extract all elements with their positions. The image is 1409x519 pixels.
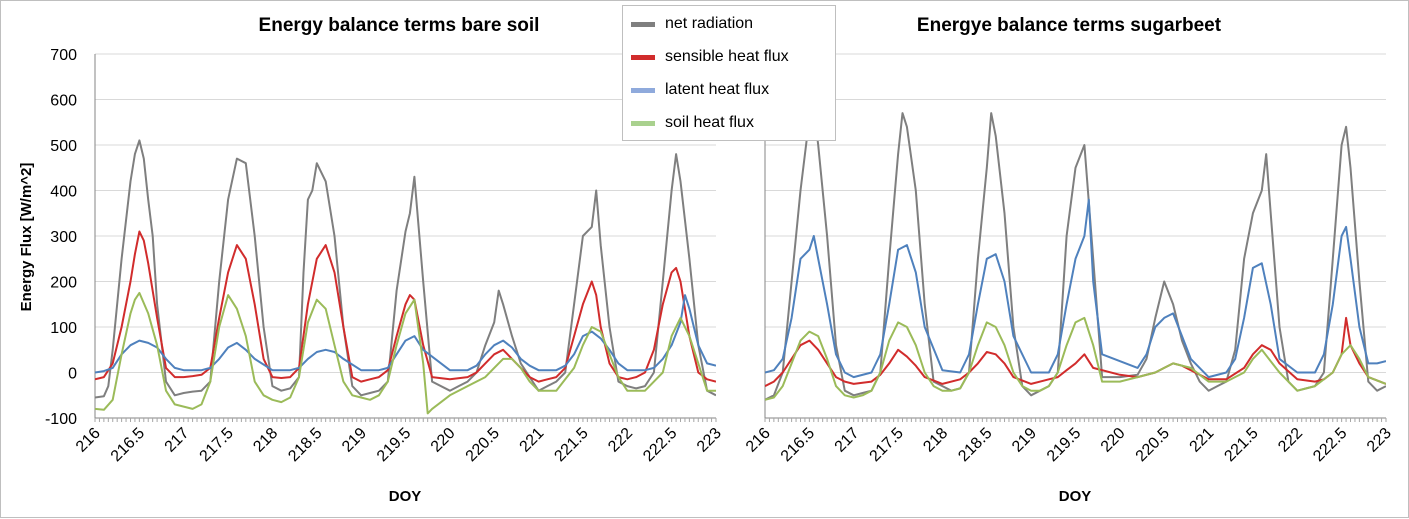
chart-title-sugarbeet: Energye balance terms sugarbeet xyxy=(917,15,1222,36)
x-tick-label: 221.5 xyxy=(551,425,591,465)
x-tick-label: 216 xyxy=(73,425,104,456)
legend-swatch-sensible-heat-flux xyxy=(631,54,655,60)
x-tick-label: 217.5 xyxy=(197,425,237,465)
x-axis-title-left: DOY xyxy=(389,488,422,505)
legend: net radiation sensible heat flux latent … xyxy=(622,5,836,141)
x-tick-label: 217.5 xyxy=(867,425,907,465)
x-tick-label: 220.5 xyxy=(463,425,503,465)
x-tick-label: 219.5 xyxy=(374,425,414,465)
x-tick-label: 221 xyxy=(516,425,547,456)
legend-label: latent heat flux xyxy=(665,81,770,98)
series-line-latent-heat-flux xyxy=(765,198,1386,379)
y-tick-label: 0 xyxy=(68,366,77,383)
chart-title-bare-soil: Energy balance terms bare soil xyxy=(259,15,540,36)
x-axis-title-right: DOY xyxy=(1059,488,1092,505)
x-tick-label: 220 xyxy=(428,425,459,456)
legend-swatch-latent-heat-flux xyxy=(631,87,655,93)
legend-swatch-net-radiation xyxy=(631,21,655,27)
x-tick-label: 218.5 xyxy=(955,425,995,465)
x-tick-label: 219 xyxy=(339,425,370,456)
y-tick-label: 500 xyxy=(50,138,77,155)
x-tick-label: 223 xyxy=(1364,425,1395,456)
y-tick-label: 100 xyxy=(50,320,77,337)
x-tick-label: 223 xyxy=(694,425,725,456)
x-tick-label: 221 xyxy=(1186,425,1217,456)
y-axis-title: Energy Flux [W/m^2] xyxy=(18,163,35,312)
x-tick-label: 217 xyxy=(832,425,863,456)
x-tick-label: 216.5 xyxy=(778,425,818,465)
y-tick-label: 700 xyxy=(50,47,77,64)
x-tick-label: 216 xyxy=(743,425,774,456)
x-tick-label: 222.5 xyxy=(640,425,680,465)
series-line-sensible-heat-flux xyxy=(765,316,1386,387)
x-tick-label: 218 xyxy=(920,425,951,456)
legend-label: net radiation xyxy=(665,15,754,32)
legend-item-latent-heat-flux: latent heat flux xyxy=(631,80,769,100)
x-tick-label: 220.5 xyxy=(1133,425,1173,465)
series-line-net-radiation xyxy=(765,107,1386,401)
x-tick-label: 219 xyxy=(1009,425,1040,456)
legend-item-net-radiation: net radiation xyxy=(631,14,753,34)
series-line-sensible-heat-flux xyxy=(95,230,716,383)
plot-area-sugarbeet: 216 216.5 217 217.5 218 218.5 219 219.5 220 220.5… xyxy=(743,53,1395,465)
x-tick-label: 222 xyxy=(1275,425,1306,456)
series-line-soil-heat-flux xyxy=(765,316,1386,401)
x-tick-label: 219.5 xyxy=(1044,425,1084,465)
legend-label: soil heat flux xyxy=(665,114,754,131)
x-tick-label: 217 xyxy=(162,425,193,456)
series-line-net-radiation xyxy=(95,139,716,399)
x-tick-label: 218.5 xyxy=(285,425,325,465)
x-tick-label: 220 xyxy=(1098,425,1129,456)
y-tick-label: 200 xyxy=(50,275,77,292)
y-tick-label: 400 xyxy=(50,184,77,201)
x-tick-label: 221.5 xyxy=(1221,425,1261,465)
x-tick-label: 216.5 xyxy=(108,425,148,465)
legend-swatch-soil-heat-flux xyxy=(631,120,655,126)
x-tick-label: 222 xyxy=(605,425,636,456)
legend-item-sensible-heat-flux: sensible heat flux xyxy=(631,47,789,67)
y-tick-label: 300 xyxy=(50,229,77,246)
y-tick-label: -100 xyxy=(45,411,77,428)
legend-label: sensible heat flux xyxy=(665,48,789,65)
series-line-soil-heat-flux xyxy=(95,291,716,415)
x-tick-label: 222.5 xyxy=(1310,425,1350,465)
y-tick-label: 600 xyxy=(50,93,77,110)
legend-item-soil-heat-flux: soil heat flux xyxy=(631,113,754,133)
series-line-latent-heat-flux xyxy=(95,294,716,374)
x-tick-label: 218 xyxy=(250,425,281,456)
